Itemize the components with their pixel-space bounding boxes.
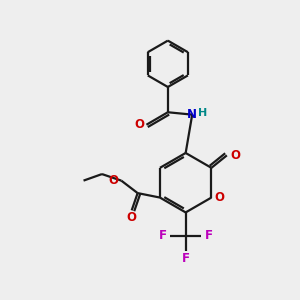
Text: O: O	[215, 191, 225, 204]
Text: O: O	[127, 211, 137, 224]
Text: F: F	[159, 229, 167, 242]
Text: O: O	[108, 174, 118, 187]
Text: N: N	[187, 108, 197, 121]
Text: F: F	[182, 252, 190, 265]
Text: O: O	[230, 149, 240, 162]
Text: F: F	[205, 229, 213, 242]
Text: H: H	[198, 108, 207, 118]
Text: O: O	[134, 118, 144, 131]
